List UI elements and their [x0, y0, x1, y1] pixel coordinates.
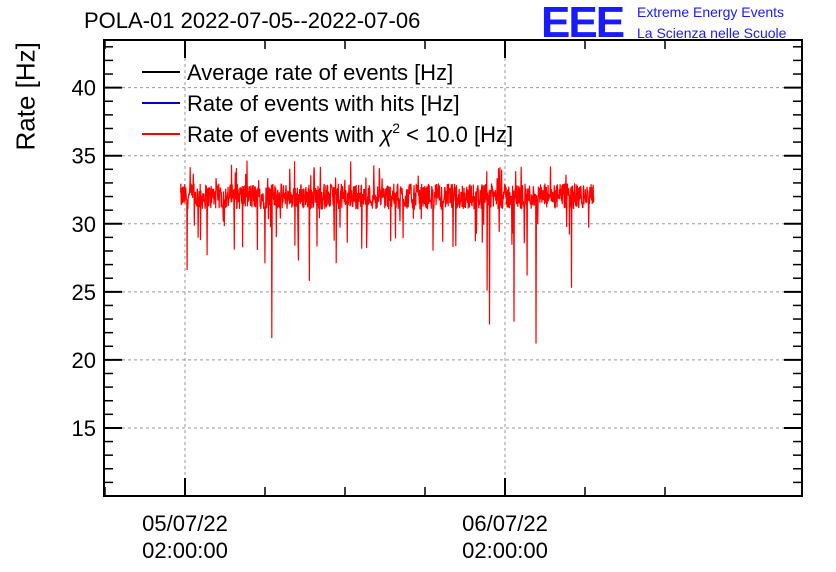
legend-label-hits: Rate of events with hits [Hz]	[187, 91, 460, 116]
axes-layer: 15202530354005/07/2202:00:0006/07/2202:0…	[72, 40, 802, 563]
x-tick-label-time: 02:00:00	[462, 538, 548, 563]
x-tick-label-date: 06/07/22	[462, 511, 548, 536]
legend-label-chi2: Rate of events with χ2 < 10.0 [Hz]	[187, 120, 513, 147]
y-tick-label: 20	[72, 348, 96, 373]
y-tick-label: 35	[72, 144, 96, 169]
y-tick-label: 30	[72, 212, 96, 237]
y-tick-label: 25	[72, 280, 96, 305]
logo-line-1: Extreme Energy Events	[637, 4, 785, 20]
y-tick-label: 15	[72, 416, 96, 441]
eee-logo: EEE	[541, 0, 625, 47]
plot-frame	[103, 39, 803, 497]
x-tick-label-date: 05/07/22	[142, 511, 228, 536]
series-layer	[180, 160, 595, 344]
logo-line-2: La Scienza nelle Scuole	[637, 25, 787, 41]
chart-title: POLA-01 2022-07-05--2022-07-06	[84, 8, 421, 33]
legend-label-average: Average rate of events [Hz]	[187, 60, 453, 85]
series-line-chi2	[180, 160, 595, 344]
x-tick-label-time: 02:00:00	[142, 538, 228, 563]
legend: Average rate of events [Hz] Rate of even…	[142, 60, 513, 147]
y-tick-label: 40	[72, 76, 96, 101]
